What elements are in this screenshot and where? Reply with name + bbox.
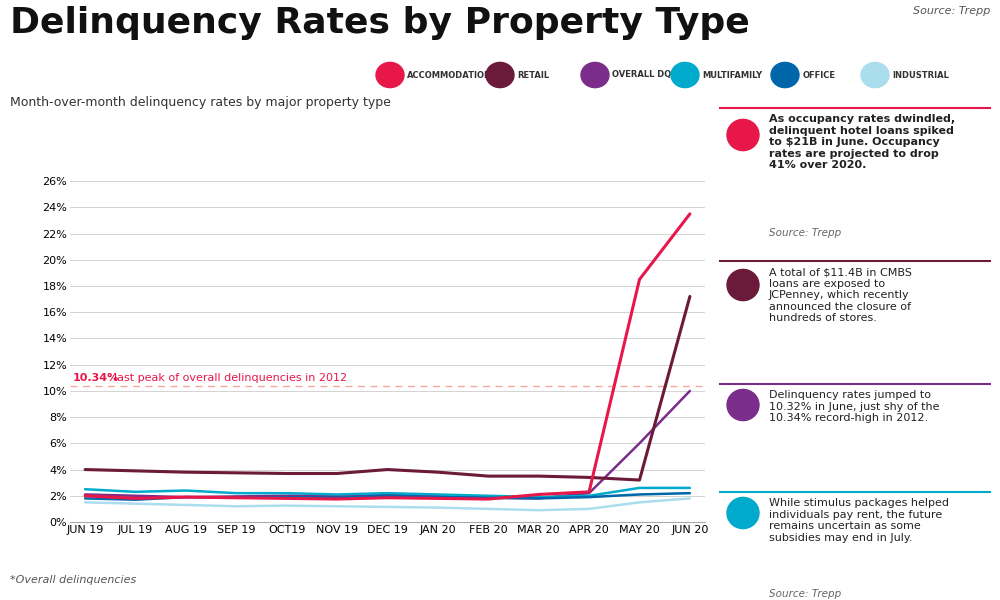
- Text: Delinquency Rates by Property Type: Delinquency Rates by Property Type: [10, 6, 750, 40]
- Text: Delinquency rates jumped to
10.32% in June, just shy of the
10.34% record-high i: Delinquency rates jumped to 10.32% in Ju…: [769, 390, 940, 423]
- Text: INDUSTRIAL: INDUSTRIAL: [892, 70, 949, 79]
- Text: 10.34%: 10.34%: [73, 373, 119, 383]
- Text: Source: Trepp: Source: Trepp: [769, 228, 841, 238]
- Text: While stimulus packages helped
individuals pay rent, the future
remains uncertai: While stimulus packages helped individua…: [769, 498, 949, 543]
- Text: ACCOMMODATION: ACCOMMODATION: [407, 70, 492, 79]
- Text: Source: Trepp: Source: Trepp: [913, 6, 990, 16]
- Text: last peak of overall delinquencies in 2012: last peak of overall delinquencies in 20…: [107, 373, 347, 383]
- Text: OVERALL DQ*: OVERALL DQ*: [612, 70, 676, 79]
- Text: Source: Trepp: Source: Trepp: [769, 589, 841, 599]
- Text: Month-over-month delinquency rates by major property type: Month-over-month delinquency rates by ma…: [10, 96, 391, 109]
- Text: *Overall delinquencies: *Overall delinquencies: [10, 575, 136, 585]
- Text: As occupancy rates dwindled,
delinquent hotel loans spiked
to $21B in June. Occu: As occupancy rates dwindled, delinquent …: [769, 114, 955, 170]
- Text: MULTIFAMILY: MULTIFAMILY: [702, 70, 762, 79]
- Text: OFFICE: OFFICE: [802, 70, 835, 79]
- Text: A total of $11.4B in CMBS
loans are exposed to
JCPenney, which recently
announce: A total of $11.4B in CMBS loans are expo…: [769, 267, 912, 323]
- Text: RETAIL: RETAIL: [517, 70, 549, 79]
